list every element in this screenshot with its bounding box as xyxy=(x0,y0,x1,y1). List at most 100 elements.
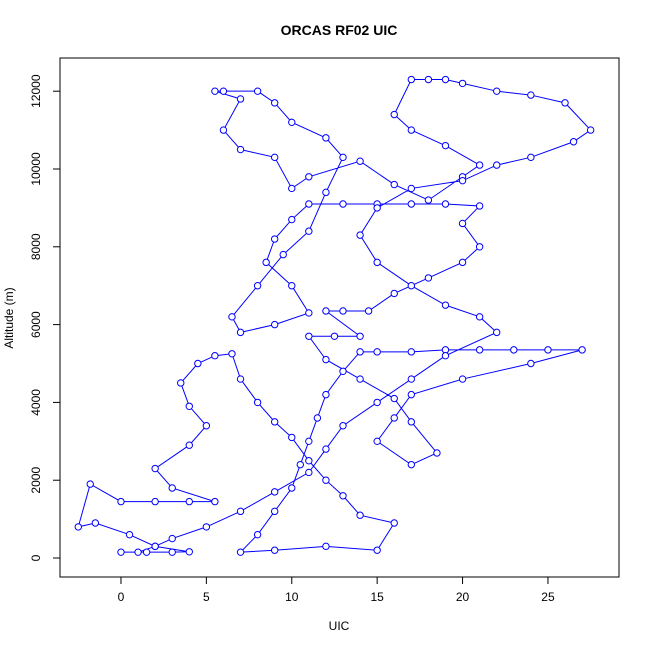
data-point xyxy=(288,281,296,290)
data-point xyxy=(441,301,450,309)
data-point xyxy=(578,346,586,354)
data-point xyxy=(305,227,313,235)
data-point xyxy=(134,548,142,556)
data-point xyxy=(373,258,381,267)
data-point xyxy=(151,464,159,473)
data-point xyxy=(202,422,211,430)
data-point xyxy=(322,476,330,484)
data-point xyxy=(279,250,287,259)
data-point xyxy=(441,75,450,84)
data-point xyxy=(373,546,381,554)
data-point xyxy=(441,141,450,150)
data-point xyxy=(305,437,313,446)
data-point xyxy=(407,348,416,356)
data-point xyxy=(74,523,82,531)
data-point xyxy=(305,309,313,317)
data-point xyxy=(253,530,262,539)
data-point xyxy=(356,231,364,239)
data-point xyxy=(125,530,134,539)
data-point xyxy=(339,492,347,500)
data-point xyxy=(288,433,296,442)
x-tick-label: 10 xyxy=(285,590,299,604)
data-point xyxy=(356,375,364,383)
data-point xyxy=(211,352,219,360)
data-point xyxy=(91,519,100,527)
data-point xyxy=(407,75,416,84)
data-point xyxy=(458,375,467,383)
x-tick-label: 25 xyxy=(541,590,555,604)
data-point xyxy=(339,422,347,430)
data-point xyxy=(356,511,364,519)
data-point xyxy=(305,457,313,465)
data-point xyxy=(86,480,94,488)
data-point xyxy=(322,390,330,399)
data-point xyxy=(270,320,279,329)
data-point xyxy=(493,161,501,169)
trajectory-line xyxy=(77,79,592,553)
data-point xyxy=(270,488,279,496)
data-point xyxy=(236,548,245,556)
data-point xyxy=(151,542,159,551)
data-point xyxy=(262,258,270,267)
data-point xyxy=(373,437,381,446)
data-point xyxy=(236,95,245,103)
data-point xyxy=(390,414,398,422)
data-point xyxy=(270,546,279,554)
data-point xyxy=(168,484,176,492)
data-point xyxy=(407,281,416,290)
data-point xyxy=(458,79,467,88)
data-point xyxy=(288,118,296,127)
data-point xyxy=(373,398,381,407)
chart-title: ORCAS RF02 UIC xyxy=(281,22,398,38)
data-point xyxy=(270,153,279,162)
y-tick-label: 8000 xyxy=(29,233,43,260)
data-point xyxy=(142,548,151,556)
data-point xyxy=(296,460,305,469)
y-axis-label: Altitude (m) xyxy=(2,287,16,348)
data-point xyxy=(424,75,433,84)
data-point xyxy=(228,313,236,321)
y-tick-label: 12000 xyxy=(29,74,43,108)
data-point xyxy=(356,157,364,165)
data-point xyxy=(407,460,416,469)
data-point xyxy=(407,126,416,134)
data-point xyxy=(236,507,245,516)
x-tick-label: 5 xyxy=(203,590,210,604)
data-point xyxy=(177,379,185,387)
data-point xyxy=(407,200,416,208)
data-point xyxy=(458,219,467,228)
data-point xyxy=(219,87,228,95)
data-point xyxy=(211,87,219,95)
data-point xyxy=(493,87,501,95)
data-point xyxy=(185,497,193,506)
data-point xyxy=(561,99,569,107)
data-point xyxy=(288,184,296,193)
data-point xyxy=(527,91,535,99)
data-point xyxy=(194,359,202,368)
data-point xyxy=(313,414,322,422)
data-point xyxy=(339,307,347,315)
data-point xyxy=(305,200,313,208)
data-point xyxy=(117,497,125,506)
data-point xyxy=(185,548,193,556)
data-point xyxy=(236,145,245,154)
data-point xyxy=(339,153,347,162)
data-point xyxy=(288,484,296,492)
data-point xyxy=(493,328,501,337)
data-point xyxy=(236,375,245,383)
y-tick-label: 0 xyxy=(29,554,43,561)
data-point xyxy=(475,346,484,354)
data-point xyxy=(219,126,228,134)
data-point xyxy=(510,346,518,354)
data-point xyxy=(390,519,398,527)
data-point xyxy=(339,367,347,375)
data-point xyxy=(458,258,467,267)
data-point xyxy=(569,138,578,146)
data-point xyxy=(356,348,364,356)
data-point xyxy=(475,243,484,251)
data-point xyxy=(433,449,441,457)
data-point xyxy=(458,176,467,185)
data-point xyxy=(356,332,364,340)
data-point xyxy=(228,350,236,358)
data-point xyxy=(253,281,262,290)
